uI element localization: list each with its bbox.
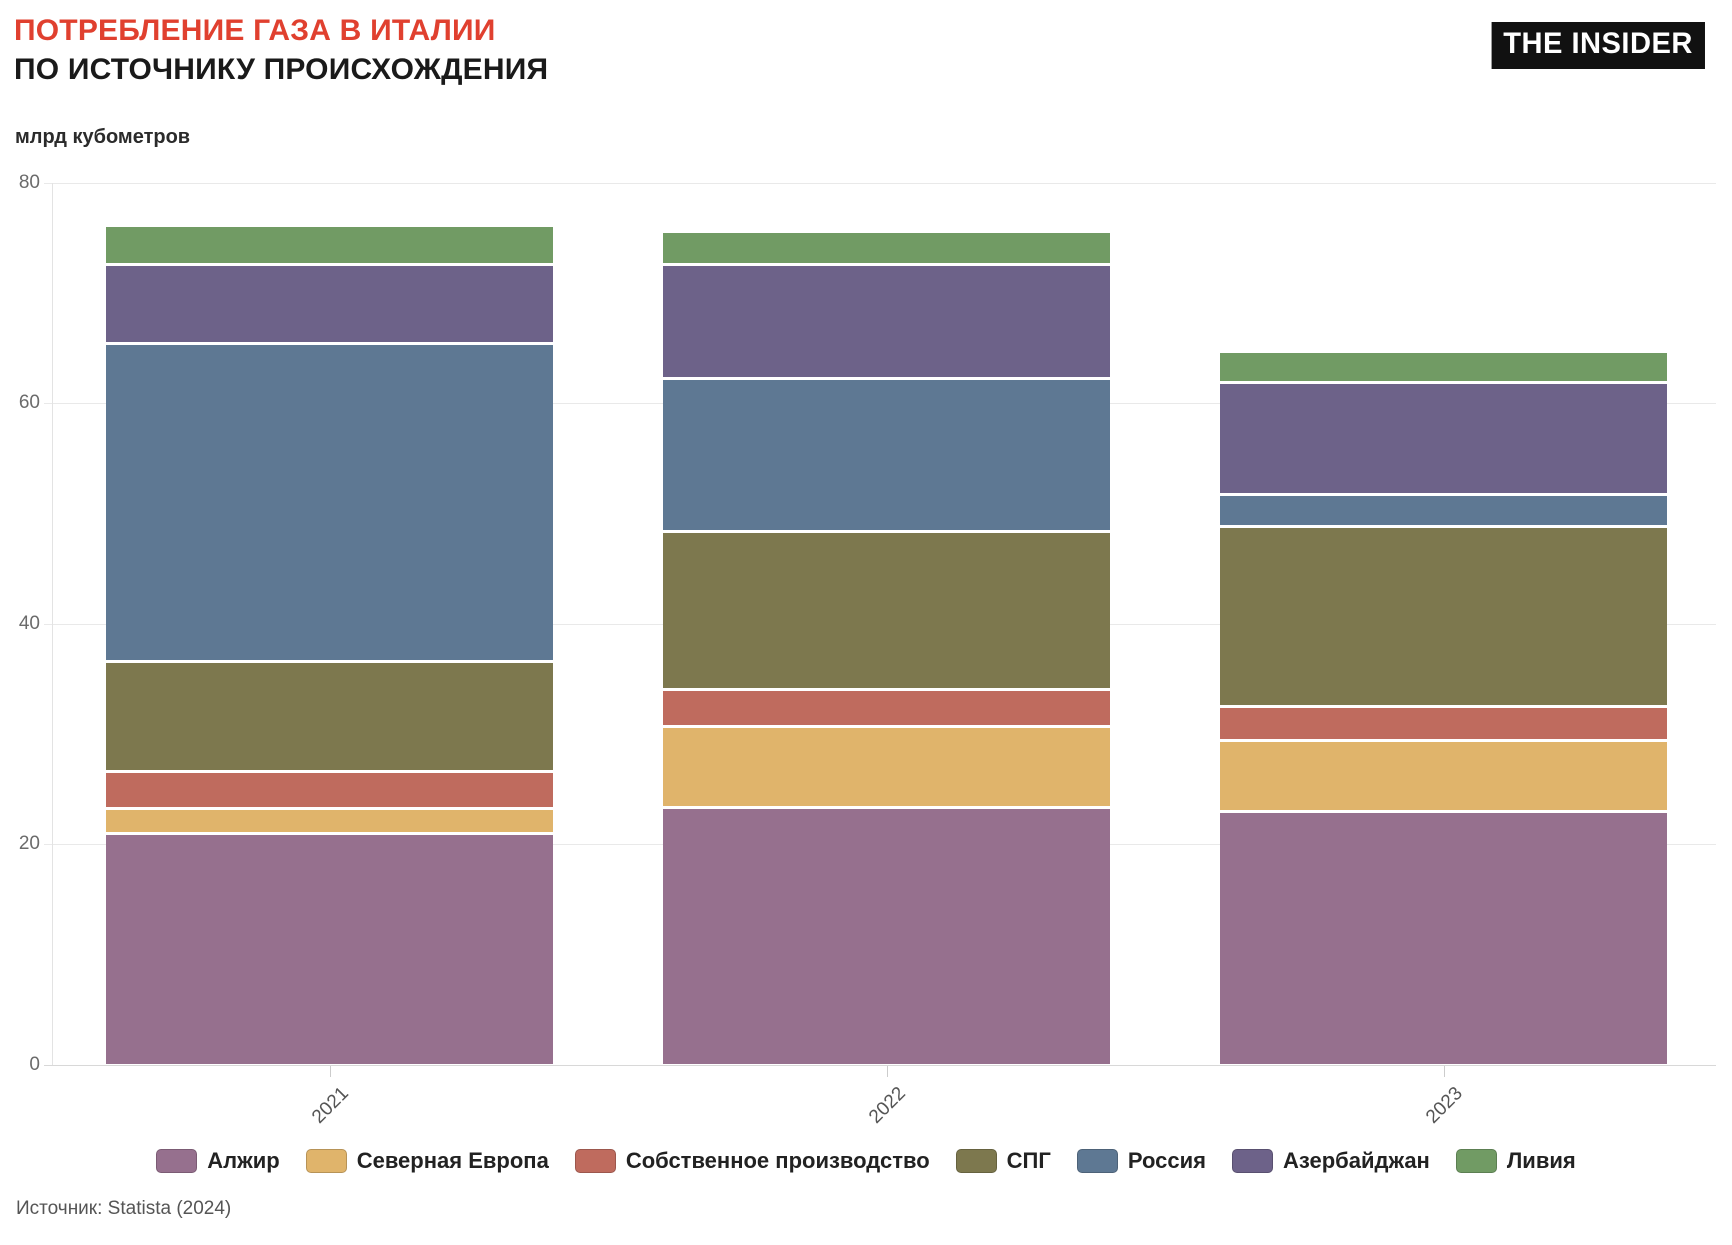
- gridline-y-0: [44, 1064, 1716, 1066]
- bar-segment-2021-Алжир: [106, 832, 553, 1065]
- bar-segment-2023-Россия: [1220, 492, 1667, 525]
- legend-label-Собственное производство: Собственное производство: [625, 1148, 930, 1173]
- bar-2022: [663, 0, 1110, 1065]
- legend-label-Азербайджан: Азербайджан: [1282, 1148, 1430, 1173]
- y-axis-unit-label: млрд кубометров: [15, 126, 191, 148]
- bar-segment-2022-Собственное производство: [663, 687, 1110, 726]
- y-tick-label-60: 60: [18, 392, 40, 414]
- legend-swatch-Азербайджан: [1231, 1149, 1273, 1173]
- bar-segment-2022-Ливия: [663, 232, 1110, 264]
- legend-label-Северная Европа: Северная Европа: [356, 1148, 549, 1173]
- legend-item-Собственное производство: Собственное производство: [574, 1148, 930, 1174]
- y-tick-label-80: 80: [18, 172, 40, 193]
- bar-segment-2021-Северная Европа: [106, 806, 553, 832]
- y-axis-line: [52, 183, 53, 1065]
- x-tick-mark-2021: [329, 1065, 331, 1077]
- legend-item-Ливия: Ливия: [1455, 1148, 1576, 1174]
- bar-segment-2022-Алжир: [663, 805, 1110, 1065]
- legend-swatch-Северная Европа: [305, 1149, 347, 1173]
- page-subtitle: ПО ИСТОЧНИКУ ПРОИСХОЖДЕНИЯ: [14, 53, 549, 86]
- y-tick-label-0: 0: [29, 1053, 40, 1075]
- legend-item-Азербайджан: Азербайджан: [1231, 1148, 1430, 1174]
- x-tick-mark-2023: [1443, 1065, 1445, 1077]
- legend-swatch-Ливия: [1455, 1149, 1497, 1173]
- legend-swatch-Россия: [1076, 1149, 1118, 1173]
- legend-item-Алжир: Алжир: [156, 1148, 280, 1174]
- legend-item-Россия: Россия: [1076, 1148, 1206, 1174]
- page-title: ПОТРЕБЛЕНИЕ ГАЗА В ИТАЛИИ: [14, 14, 496, 47]
- bar-segment-2021-Азербайджан: [106, 263, 553, 342]
- source-note: Источник: Statista (2024): [16, 1198, 232, 1219]
- bar-segment-2022-Россия: [663, 376, 1110, 531]
- legend-label-Россия: Россия: [1127, 1148, 1206, 1173]
- bar-segment-2021-Россия: [106, 341, 553, 661]
- gridline-y-80: [44, 183, 1716, 184]
- legend-swatch-Собственное производство: [574, 1149, 616, 1173]
- x-tick-mark-2022: [886, 1065, 888, 1077]
- bar-segment-2023-Азербайджан: [1220, 381, 1667, 493]
- legend-label-Ливия: Ливия: [1506, 1148, 1576, 1173]
- x-tick-label-2023: 2023: [1421, 1082, 1467, 1128]
- legend: Алжир Северная Европа Собственное производ…: [0, 1148, 1732, 1174]
- bar-segment-2022-Азербайджан: [663, 263, 1110, 377]
- legend-swatch-Алжир: [156, 1149, 198, 1173]
- the-insider-logo: THE INSIDER: [1492, 22, 1705, 69]
- bar-segment-2022-Северная Европа: [663, 725, 1110, 806]
- legend-item-СПГ: СПГ: [955, 1148, 1051, 1174]
- bar-2021: [106, 0, 553, 1065]
- legend-swatch-СПГ: [955, 1149, 997, 1173]
- bar-segment-2023-СПГ: [1220, 524, 1667, 706]
- bar-segment-2023-Собственное производство: [1220, 705, 1667, 740]
- y-tick-label-40: 40: [18, 612, 40, 634]
- bar-segment-2021-Собственное производство: [106, 770, 553, 807]
- bar-segment-2023-Северная Европа: [1220, 739, 1667, 810]
- bar-segment-2022-СПГ: [663, 530, 1110, 688]
- x-tick-label-2021: 2021: [307, 1082, 353, 1128]
- bar-segment-2023-Ливия: [1220, 352, 1667, 382]
- legend-label-СПГ: СПГ: [1006, 1148, 1051, 1173]
- bar-segment-2021-Ливия: [106, 227, 553, 264]
- legend-label-Алжир: Алжир: [207, 1148, 280, 1173]
- bar-segment-2021-СПГ: [106, 660, 553, 771]
- bar-segment-2023-Алжир: [1220, 809, 1667, 1065]
- x-tick-label-2022: 2022: [864, 1082, 910, 1128]
- legend-item-Северная Европа: Северная Европа: [305, 1148, 549, 1174]
- y-tick-label-20: 20: [18, 833, 40, 855]
- bar-2023: [1220, 0, 1667, 1065]
